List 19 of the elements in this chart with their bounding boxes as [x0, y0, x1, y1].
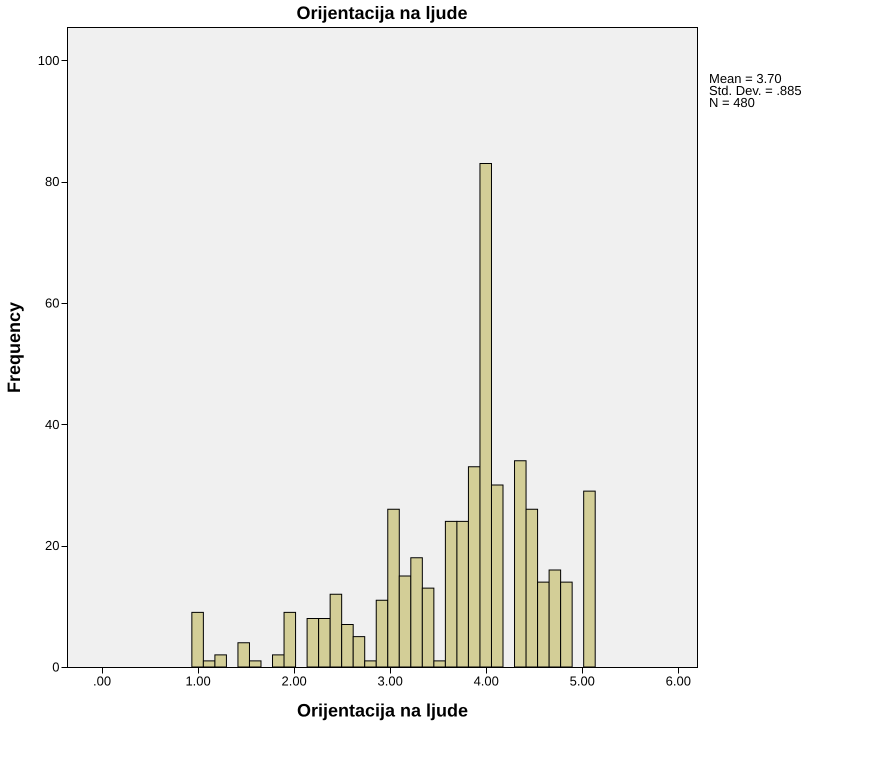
y-tick-label: 100 — [38, 52, 60, 68]
x-tick-label: 3.00 — [378, 674, 403, 688]
y-tick-label: 20 — [45, 538, 60, 554]
y-tick-label: 40 — [45, 416, 60, 432]
chart-title: Orijentacija na ljude — [296, 3, 468, 23]
y-tick-label: 0 — [52, 660, 60, 674]
text: Mean = 3.70 — [709, 71, 782, 86]
y-tick-label: 80 — [45, 174, 60, 190]
text: N = 480 — [709, 95, 755, 110]
x-axis-title: Orijentacija na ljude — [296, 700, 468, 720]
text: Std. Dev. = .885 — [709, 83, 802, 98]
x-tick-label: 5.00 — [570, 674, 595, 688]
x-tick-label: 4.00 — [474, 674, 499, 688]
y-tick-label: 60 — [45, 296, 60, 311]
x-tick-label: 2.00 — [281, 674, 307, 688]
y-axis-title: Frequency — [4, 302, 24, 394]
x-tick-label: 1.00 — [185, 674, 211, 688]
x-tick-label: .00 — [93, 674, 112, 688]
x-tick-label: 6.00 — [666, 674, 691, 688]
